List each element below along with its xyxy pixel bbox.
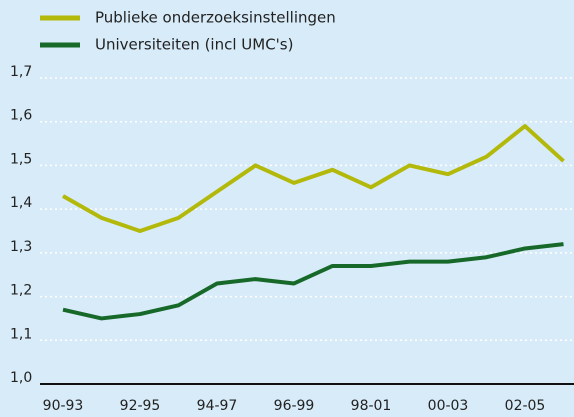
x-tick-label: 02-05 — [505, 398, 546, 414]
y-tick-label: 1,6 — [10, 108, 32, 124]
x-tick-label: 00-03 — [428, 398, 469, 414]
y-tick-label: 1,3 — [10, 239, 32, 255]
y-tick-label: 1,1 — [10, 326, 32, 342]
series-line — [62, 124, 565, 233]
y-tick-label: 1,0 — [10, 370, 32, 386]
series-line — [62, 242, 564, 321]
x-tick-label: 92-95 — [120, 398, 161, 414]
x-tick-label: 94-97 — [197, 398, 238, 414]
y-tick-label: 1,4 — [10, 195, 32, 211]
y-tick-label: 1,5 — [10, 151, 32, 167]
x-tick-label: 96-99 — [274, 398, 315, 414]
x-tick-label: 98-01 — [351, 398, 392, 414]
y-tick-label: 1,7 — [10, 64, 32, 80]
x-tick-label: 90-93 — [43, 398, 84, 414]
y-tick-label: 1,2 — [10, 283, 32, 299]
legend-label: Publieke onderzoeksinstellingen — [95, 9, 336, 27]
legend-label: Universiteiten (incl UMC's) — [95, 36, 293, 54]
